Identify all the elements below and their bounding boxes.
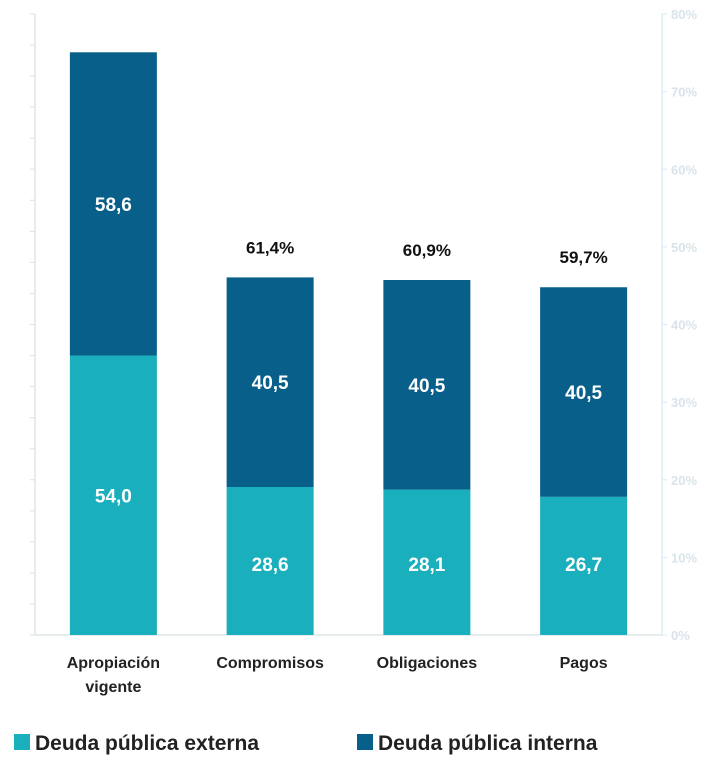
bar-segment-interna — [226, 277, 314, 487]
data-label: 40,5 — [408, 376, 445, 397]
x-tick-label: Obligaciones — [377, 655, 478, 672]
x-tick-label: vigente — [85, 679, 141, 696]
x-tick-label: Compromisos — [216, 655, 324, 672]
data-label: 28,6 — [252, 555, 289, 576]
y2-tick-label: 50% — [671, 240, 697, 255]
legend-label: Deuda pública externa — [35, 732, 259, 755]
y2-tick-label: 0% — [671, 628, 690, 643]
data-label: 26,7 — [565, 555, 602, 576]
bar-segment-interna — [383, 279, 471, 490]
y2-tick-label: 60% — [671, 162, 697, 177]
data-label: 40,5 — [252, 373, 289, 394]
legend-swatch — [14, 734, 30, 750]
y2-tick-label: 30% — [671, 395, 697, 410]
data-label: 40,5 — [565, 383, 602, 404]
data-label: 54,0 — [95, 486, 132, 507]
x-tick-label: Apropiación — [67, 655, 160, 672]
y2-tick-label: 40% — [671, 318, 697, 333]
data-label: 58,6 — [95, 195, 132, 216]
execution-pct-label: 60,9% — [403, 241, 451, 260]
execution-pct-label: 59,7% — [560, 248, 608, 267]
y2-tick-label: 80% — [671, 7, 697, 22]
bar-segment-interna — [69, 52, 157, 356]
bar-segment-externa — [226, 486, 314, 635]
x-tick-label: Pagos — [560, 655, 608, 672]
y2-tick-label: 10% — [671, 550, 697, 565]
legend-label: Deuda pública interna — [378, 732, 598, 755]
bar-segment-externa — [540, 496, 628, 635]
data-label: 28,1 — [408, 555, 445, 576]
execution-pct-label: 61,4% — [246, 238, 294, 257]
bar-segment-externa — [383, 489, 471, 635]
bar-segment-interna — [540, 287, 628, 497]
y2-tick-label: 70% — [671, 85, 697, 100]
y2-tick-label: 20% — [671, 473, 697, 488]
bar-segment-externa — [69, 355, 157, 635]
legend-swatch — [357, 734, 373, 750]
